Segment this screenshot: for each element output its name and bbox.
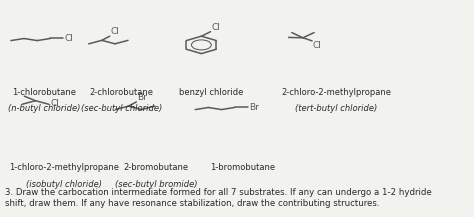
Text: (isobutyl chloride): (isobutyl chloride) <box>26 180 102 189</box>
Text: 2-chlorobutane: 2-chlorobutane <box>90 88 154 97</box>
Text: 1-bromobutane: 1-bromobutane <box>210 163 275 173</box>
Text: Cl: Cl <box>111 27 120 36</box>
Text: 3. Draw the carbocation intermediate formed for all 7 substrates. If any can und: 3. Draw the carbocation intermediate for… <box>5 188 431 208</box>
Text: (n-butyl chloride): (n-butyl chloride) <box>8 104 80 113</box>
Text: 1-chloro-2-methylpropane: 1-chloro-2-methylpropane <box>9 163 119 173</box>
Text: (sec-butyl chloride): (sec-butyl chloride) <box>81 104 162 113</box>
Text: 1-chlorobutane: 1-chlorobutane <box>12 88 76 97</box>
Text: (sec-butyl bromide): (sec-butyl bromide) <box>115 180 198 189</box>
Text: (tert-butyl chloride): (tert-butyl chloride) <box>295 104 378 113</box>
Text: Cl: Cl <box>312 41 321 50</box>
Text: benzyl chloride: benzyl chloride <box>180 88 244 97</box>
Text: Cl: Cl <box>50 99 59 108</box>
Text: 2-bromobutane: 2-bromobutane <box>124 163 189 173</box>
Text: 2-chloro-2-methylpropane: 2-chloro-2-methylpropane <box>282 88 392 97</box>
Text: Br: Br <box>249 103 259 112</box>
Text: Br: Br <box>137 93 147 102</box>
Text: Cl: Cl <box>212 23 220 32</box>
Text: Cl: Cl <box>65 34 74 43</box>
